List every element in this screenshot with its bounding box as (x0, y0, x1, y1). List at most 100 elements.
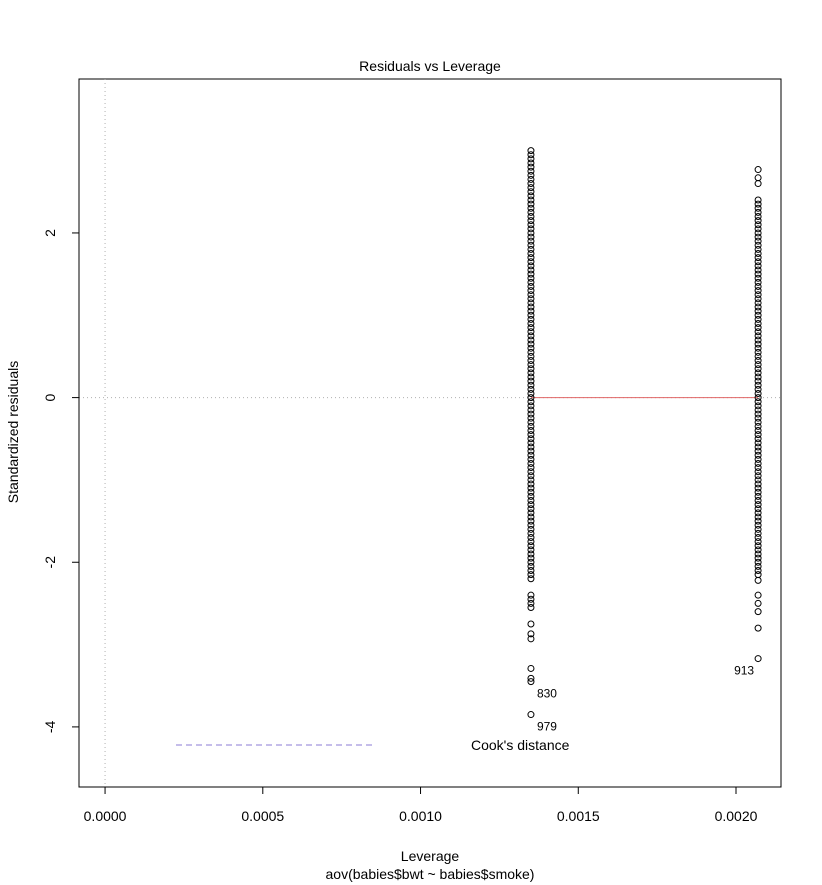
data-point (527, 155, 535, 163)
data-point (754, 439, 762, 447)
data-point (754, 200, 762, 208)
data-point (754, 447, 762, 455)
data-point (754, 410, 762, 418)
data-point (754, 270, 762, 278)
data-point (527, 427, 535, 435)
data-point (527, 175, 535, 183)
data-point (527, 509, 535, 517)
data-point (754, 365, 762, 373)
point-labels: 830 979 913 (537, 664, 754, 734)
y-tick-label: -2 (42, 556, 58, 569)
data-point (527, 575, 535, 583)
data-point (527, 630, 535, 638)
data-point (754, 562, 762, 570)
data-point (527, 492, 535, 500)
data-point (527, 307, 535, 315)
data-point (754, 254, 762, 262)
data-point (754, 546, 762, 554)
point-label: 979 (537, 720, 557, 734)
data-point (527, 554, 535, 562)
data-point (754, 385, 762, 393)
data-point (754, 484, 762, 492)
data-point (754, 204, 762, 212)
data-point (527, 566, 535, 574)
data-point (527, 480, 535, 488)
data-point (527, 357, 535, 365)
data-point (754, 311, 762, 319)
data-point (754, 361, 762, 369)
data-point (527, 546, 535, 554)
data-point (754, 566, 762, 574)
data-point (754, 591, 762, 599)
data-point (527, 394, 535, 402)
data-point (754, 291, 762, 299)
data-point (527, 410, 535, 418)
data-point (527, 328, 535, 336)
data-point (527, 245, 535, 253)
data-point (527, 241, 535, 249)
data-point (527, 315, 535, 323)
data-point (754, 377, 762, 385)
x-tick-label: 0.0010 (399, 808, 442, 824)
data-point (527, 435, 535, 443)
data-point (754, 513, 762, 521)
data-point (527, 147, 535, 155)
data-point (754, 402, 762, 410)
data-point (527, 418, 535, 426)
data-point (754, 303, 762, 311)
data-point (754, 394, 762, 402)
data-point (754, 492, 762, 500)
data-point (527, 447, 535, 455)
data-point (754, 324, 762, 332)
data-point (527, 324, 535, 332)
data-point (527, 542, 535, 550)
data-point (527, 620, 535, 628)
data-point (527, 278, 535, 286)
data-point (754, 476, 762, 484)
data-point (527, 472, 535, 480)
data-point (754, 344, 762, 352)
data-point (527, 344, 535, 352)
data-point (754, 443, 762, 451)
data-point (527, 599, 535, 607)
data-point (527, 229, 535, 237)
data-point (527, 402, 535, 410)
data-point (527, 311, 535, 319)
data-point (754, 221, 762, 229)
data-point (754, 398, 762, 406)
point-label: 830 (537, 687, 557, 701)
model-formula-subtitle: aov(babies$bwt ~ babies$smoke) (326, 866, 535, 882)
data-point (527, 398, 535, 406)
data-point (754, 315, 762, 323)
data-point (527, 159, 535, 167)
data-point (754, 174, 762, 182)
data-point (754, 497, 762, 505)
data-point (527, 678, 535, 686)
data-point (754, 180, 762, 188)
data-point (527, 562, 535, 570)
data-point (527, 381, 535, 389)
data-point (527, 369, 535, 377)
data-point (527, 266, 535, 274)
data-points (527, 147, 762, 719)
data-point (754, 237, 762, 245)
data-point (754, 348, 762, 356)
x-axis-label: Leverage (401, 848, 460, 864)
data-point (527, 674, 535, 682)
data-point (754, 229, 762, 237)
data-point (527, 237, 535, 245)
data-point (527, 225, 535, 233)
data-point (527, 550, 535, 558)
data-point (754, 550, 762, 558)
data-point (527, 200, 535, 208)
data-point (754, 196, 762, 204)
data-point (527, 377, 535, 385)
data-point (754, 274, 762, 282)
data-point (754, 488, 762, 496)
data-point (527, 431, 535, 439)
data-point (527, 538, 535, 546)
data-point (754, 295, 762, 303)
data-point (754, 554, 762, 562)
data-point (527, 501, 535, 509)
